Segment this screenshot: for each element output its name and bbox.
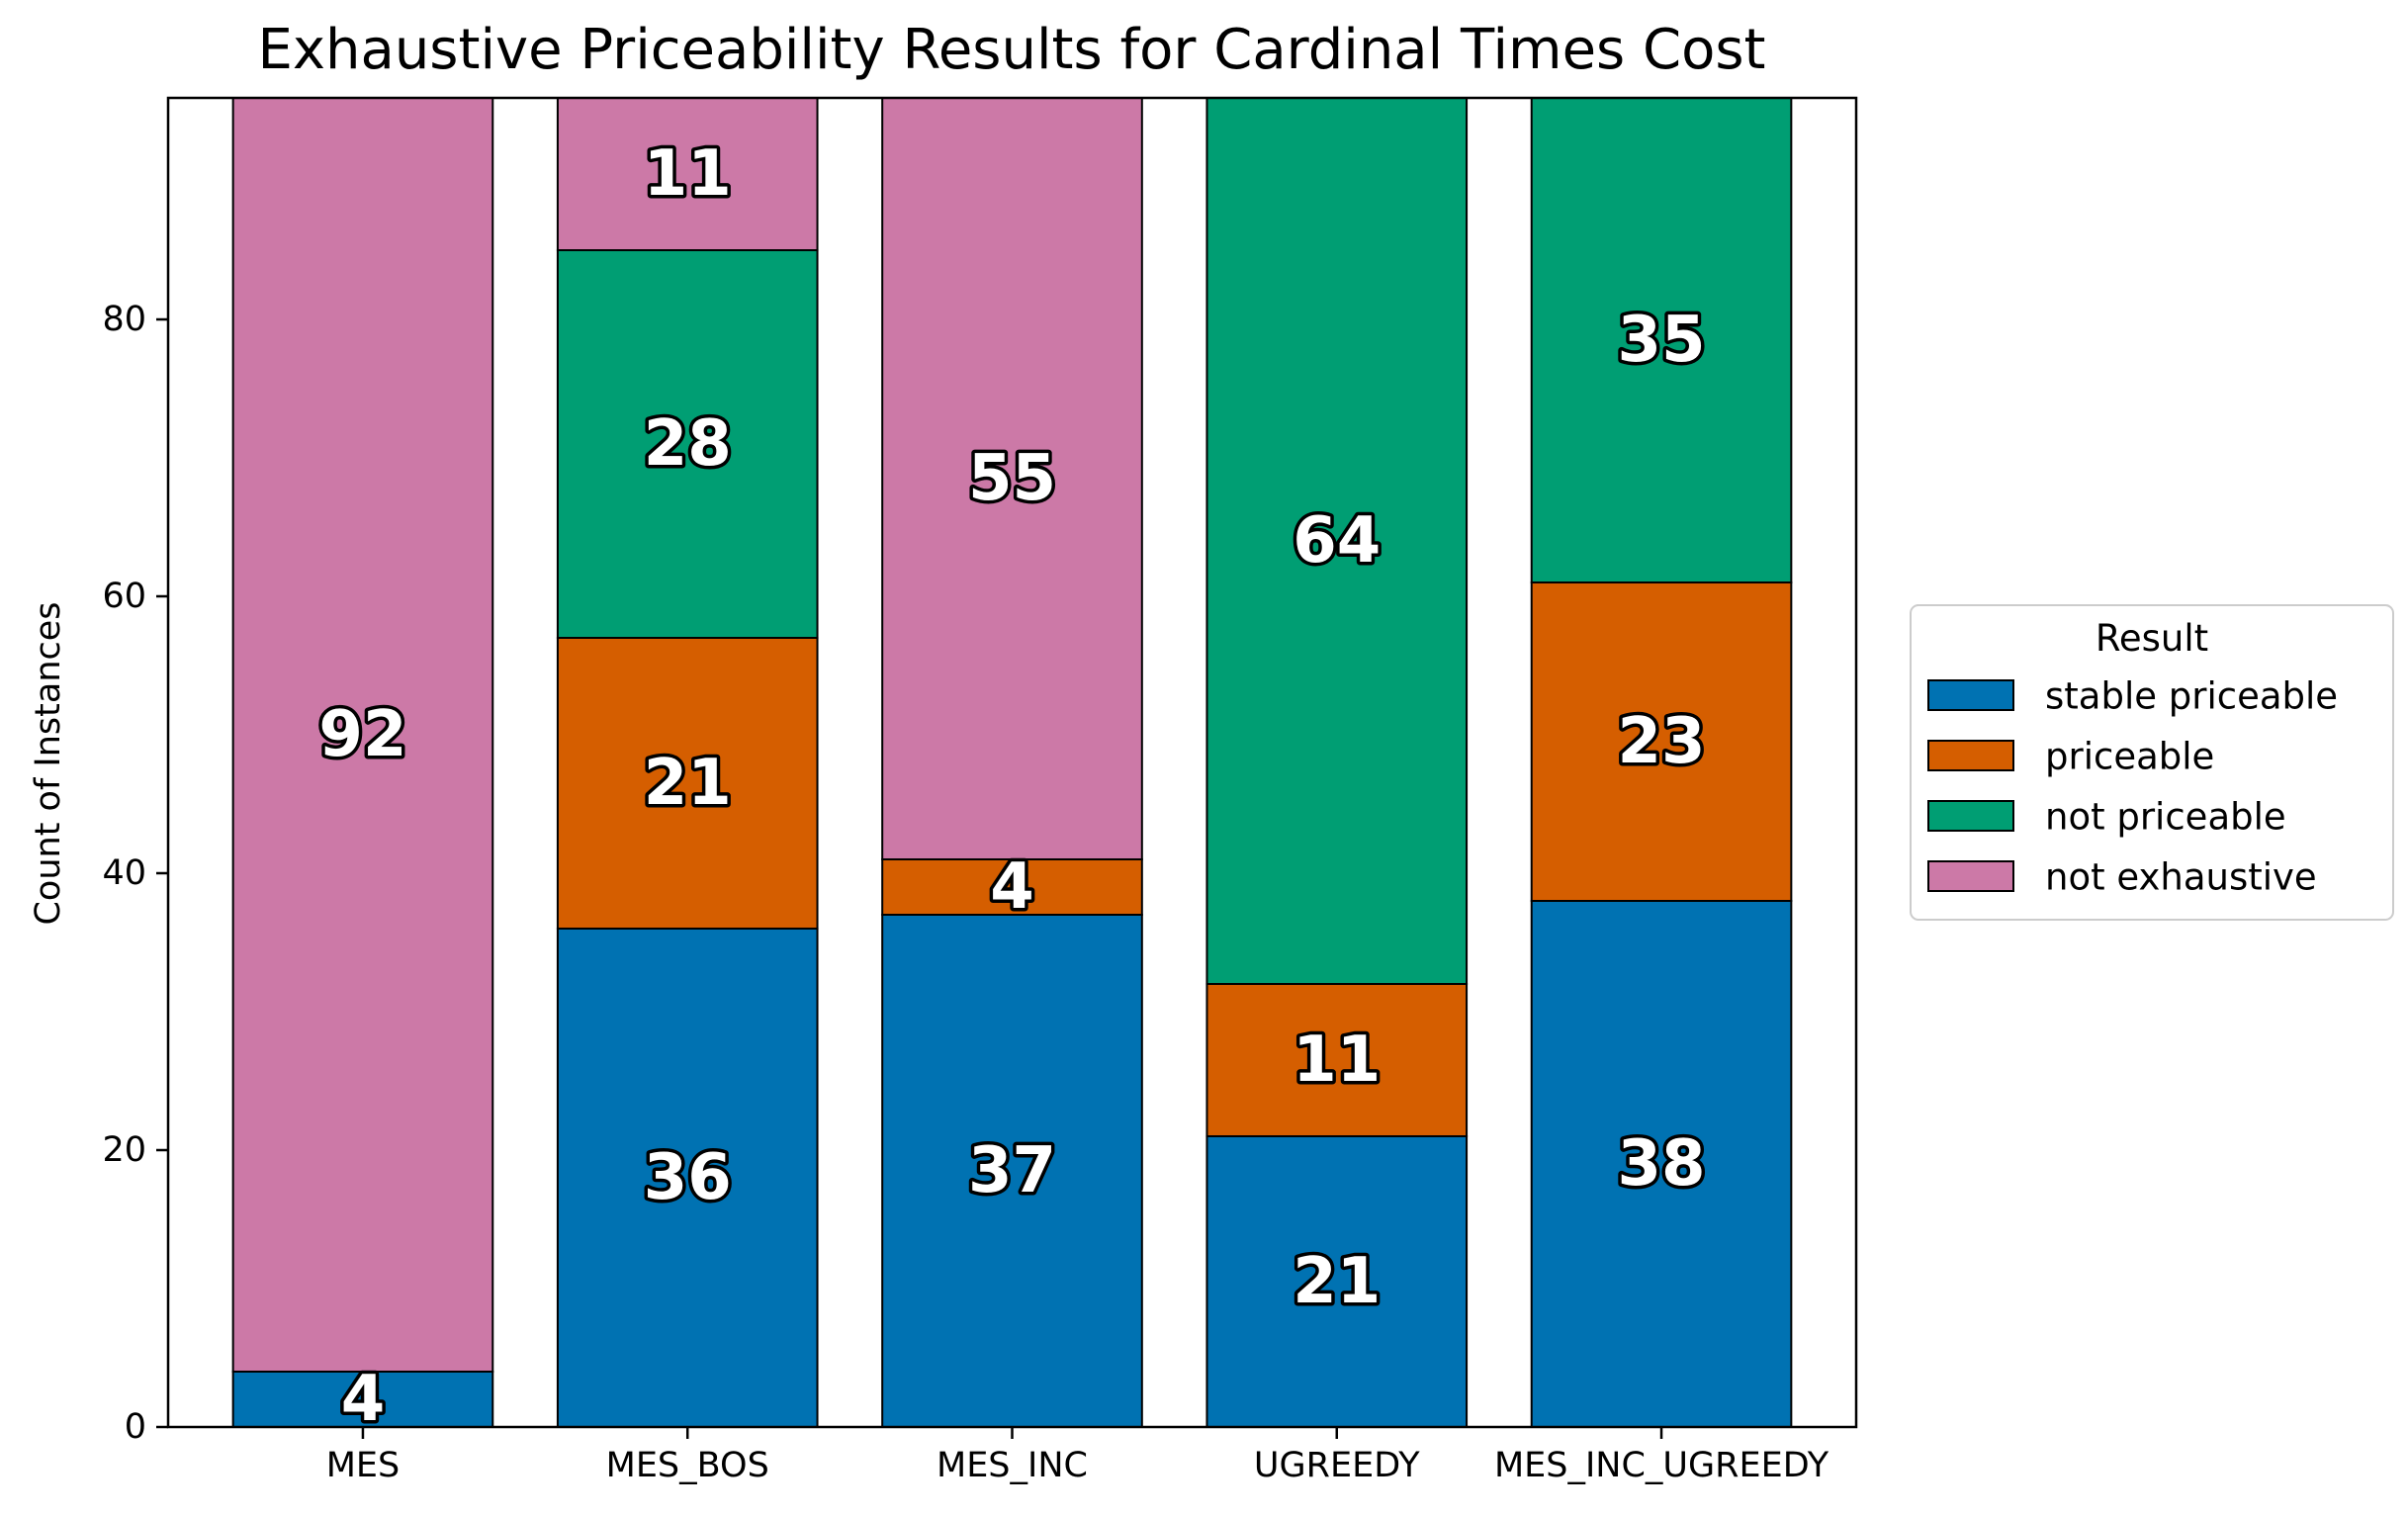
bar-mes-bos-priceable xyxy=(556,637,819,930)
legend-label-not-exhaustive: not exhaustive xyxy=(2045,856,2317,899)
data-label-mes-inc-ugreedy-not-priceable: 35 xyxy=(1618,304,1706,377)
data-label-mes-not-exhaustive: 92 xyxy=(318,698,406,771)
legend-swatch-not-priceable xyxy=(1927,800,2014,832)
y-tick-label: 0 xyxy=(125,1407,146,1447)
data-label-mes-bos-stable-priceable: 36 xyxy=(644,1141,732,1214)
bar-ugreedy-stable-priceable xyxy=(1205,1135,1469,1427)
x-tick-label-mes: MES xyxy=(326,1446,401,1485)
y-axis-label: Count of Instances xyxy=(29,601,68,925)
data-label-mes-inc-ugreedy-priceable: 23 xyxy=(1618,705,1706,778)
y-tick-label: 80 xyxy=(102,300,146,339)
legend-swatch-priceable xyxy=(1927,740,2014,771)
bar-mes-stable-priceable xyxy=(231,1371,494,1427)
data-label-ugreedy-stable-priceable: 21 xyxy=(1293,1245,1381,1318)
y-tick-label: 40 xyxy=(102,853,146,893)
legend-title: Result xyxy=(2096,617,2208,660)
bar-mes-inc-priceable xyxy=(881,858,1143,916)
legend-swatch-stable-priceable xyxy=(1927,679,2014,711)
bar-mes-bos-stable-priceable xyxy=(556,928,819,1427)
y-tick-label: 20 xyxy=(102,1130,146,1170)
legend-label-not-priceable: not priceable xyxy=(2045,796,2286,839)
legend: Result stable priceable priceable not pric… xyxy=(1910,604,2394,921)
data-label-mes-bos-not-priceable: 28 xyxy=(644,407,732,481)
x-tick-label-mes-bos: MES_BOS xyxy=(606,1446,769,1485)
axes-layer: 0 20 40 60 80 MES MES_BOS MES_INC UGREEDY MES_INC… xyxy=(102,96,1858,1485)
bar-mes-inc-stable-priceable xyxy=(881,914,1143,1427)
bar-mes-inc-ugreedy-not-priceable xyxy=(1530,98,1793,583)
data-label-mes-inc-stable-priceable: 37 xyxy=(968,1134,1056,1207)
data-label-mes-bos-not-exhaustive: 11 xyxy=(644,137,732,211)
bar-mes-bos-not-exhaustive xyxy=(556,98,819,251)
legend-frame xyxy=(1910,604,2394,921)
data-label-ugreedy-not-priceable: 64 xyxy=(1293,504,1381,578)
legend-label-stable-priceable: stable priceable xyxy=(2045,675,2338,718)
legend-label-priceable: priceable xyxy=(2045,736,2214,778)
bar-mes-inc-ugreedy-stable-priceable xyxy=(1530,900,1793,1427)
bar-mes-bos-not-priceable xyxy=(556,249,819,639)
data-label-ugreedy-priceable: 11 xyxy=(1293,1024,1381,1097)
data-labels-layer: 4 92 36 21 28 11 37 4 55 21 11 64 38 23 35 xyxy=(315,134,1709,1440)
x-tick-label-ugreedy: UGREEDY xyxy=(1254,1446,1420,1485)
data-label-mes-stable-priceable: 4 xyxy=(341,1363,386,1436)
data-label-mes-inc-ugreedy-stable-priceable: 38 xyxy=(1618,1127,1706,1201)
y-tick-label: 60 xyxy=(102,577,146,616)
bar-mes-inc-not-exhaustive xyxy=(881,98,1143,860)
legend-items: stable priceable priceable not priceable no… xyxy=(1927,675,2338,899)
x-tick-label-mes-inc-ugreedy: MES_INC_UGREEDY xyxy=(1494,1446,1829,1485)
bars-layer xyxy=(231,98,1793,1427)
bar-mes-inc-ugreedy-priceable xyxy=(1530,581,1793,902)
bar-ugreedy-not-priceable xyxy=(1205,98,1469,985)
bar-mes-not-exhaustive xyxy=(231,98,494,1373)
x-tick-label-mes-inc: MES_INC xyxy=(936,1446,1088,1485)
data-label-mes-inc-priceable: 4 xyxy=(990,850,1034,924)
data-label-mes-bos-priceable: 21 xyxy=(644,747,732,820)
legend-swatch-not-exhaustive xyxy=(1927,860,2014,892)
data-label-mes-inc-not-exhaustive: 55 xyxy=(968,442,1056,515)
chart-title: Exhaustive Priceability Results for Card… xyxy=(257,18,1765,82)
